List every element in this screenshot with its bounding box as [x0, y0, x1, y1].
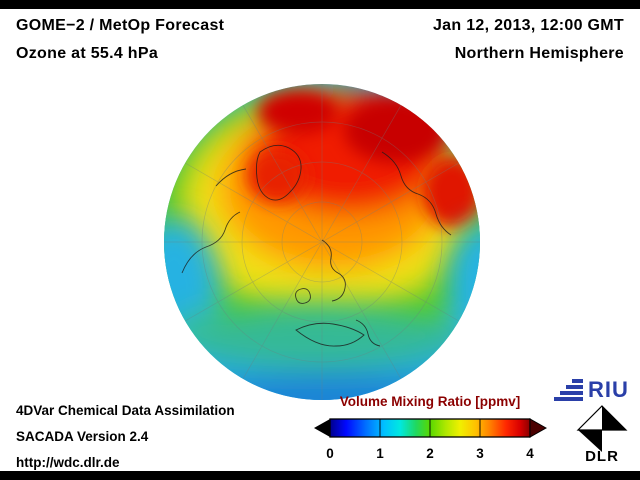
header-left: GOME−2 / MetOp Forecast Ozone at 55.4 hP… [16, 12, 224, 68]
website-url: http://wdc.dlr.de [16, 455, 120, 470]
riu-logo-mark [554, 379, 583, 401]
colorbar-title: Volume Mixing Ratio [ppmv] [339, 394, 521, 409]
colorbar-left-arrow [314, 419, 330, 437]
assimilation-label: 4DVar Chemical Data Assimilation [16, 403, 235, 418]
riu-logo-text: RIU [588, 377, 629, 402]
plot-title: GOME−2 / MetOp Forecast [16, 17, 225, 34]
colorbar-tick-marks [379, 419, 481, 437]
coastlines [181, 144, 452, 347]
colorbar-tick-label: 4 [526, 446, 534, 461]
colorbar-graphic [314, 418, 548, 438]
colorbar-tick-label: 1 [376, 446, 384, 461]
top-border-bar [0, 0, 640, 9]
dlr-logo-text: DLR [585, 448, 619, 465]
colorbar-tick-label: 0 [326, 446, 334, 461]
colorbar-right-arrow [529, 418, 548, 438]
dlr-logo-mark [576, 405, 628, 452]
footer-credits: 4DVar Chemical Data Assimilation SACADA … [16, 398, 235, 476]
colorbar-tick-label: 3 [476, 446, 484, 461]
graticule-lines [164, 84, 480, 400]
colorbar-tick-label: 2 [426, 446, 434, 461]
plot-datetime: Jan 12, 2013, 12:00 GMT [432, 17, 624, 34]
version-label: SACADA Version 2.4 [16, 429, 149, 444]
header-right: Jan 12, 2013, 12:00 GMT Northern Hemisph… [433, 12, 624, 68]
plot-region: Northern Hemisphere [454, 45, 624, 62]
bottom-border-bar [0, 471, 640, 480]
plot-subtitle: Ozone at 55.4 hPa [16, 45, 159, 62]
